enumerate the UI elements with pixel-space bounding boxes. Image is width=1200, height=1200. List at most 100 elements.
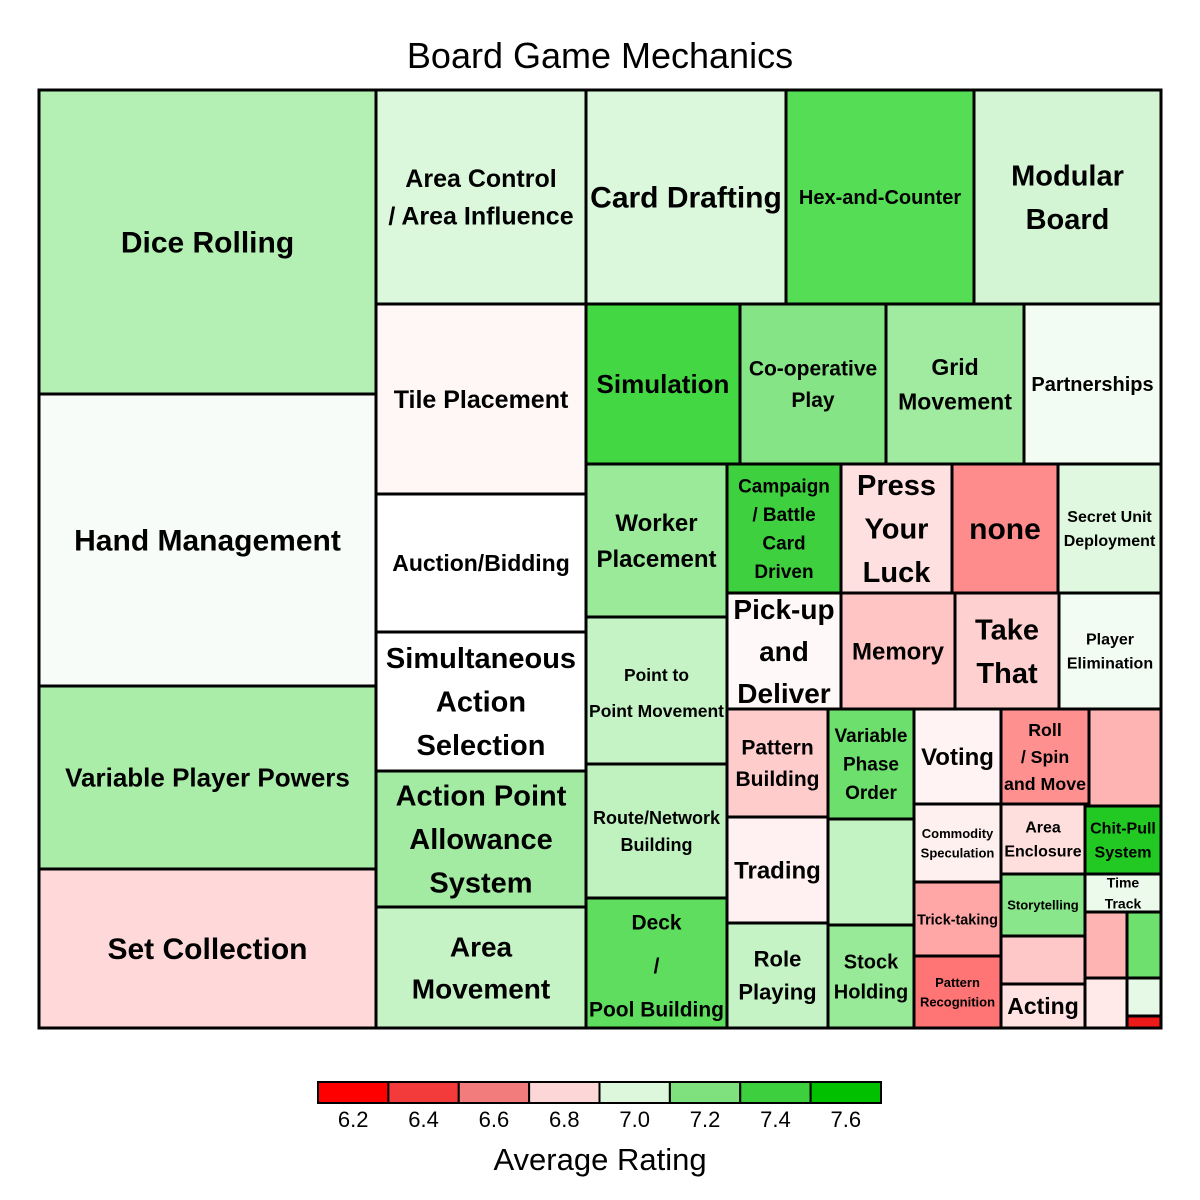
tile-commodity-speculation-36: Commodity Speculation xyxy=(912,802,1003,884)
tile-tile-placement-8: Tile Placement xyxy=(374,302,588,496)
treemap-tile xyxy=(584,615,729,766)
tile-label: Simulation xyxy=(597,369,730,399)
colorbar-tick-label: 6.8 xyxy=(549,1107,580,1132)
treemap-tile xyxy=(1056,462,1163,595)
treemap-tile xyxy=(374,302,588,496)
treemap-tile xyxy=(912,802,1003,884)
treemap-tile xyxy=(1083,976,1129,1030)
tile-trading-34: Trading xyxy=(725,815,830,925)
tile-label: Card Drafting xyxy=(590,182,782,215)
tile-roll-spin-and-move-32: Roll / Spin and Move xyxy=(999,707,1091,806)
tile-label: Acting xyxy=(1007,993,1079,1019)
treemap-tiles: Dice Rolling Hand Management Variable Play… xyxy=(37,88,1163,1030)
tile-label: Area Enclosure xyxy=(1004,820,1081,861)
tile-label: Take That xyxy=(975,614,1039,690)
colorbar-bin xyxy=(598,1081,671,1104)
tile-chit-pull-system-38: Chit-Pull System xyxy=(1083,804,1163,876)
tile-unlabeled-35 xyxy=(826,817,916,927)
colorbar-bin xyxy=(668,1081,742,1104)
tile-label: none xyxy=(969,513,1041,546)
treemap-tile xyxy=(972,88,1163,306)
colorbar-legend: 6.2 6.4 6.6 6.8 7.0 7.2 7.4 7.6 xyxy=(317,1081,882,1132)
tile-area-enclosure-37: Area Enclosure xyxy=(999,802,1087,876)
tile-auction-bidding-9: Auction/Bidding xyxy=(374,492,588,634)
tile-label: Press Your Luck xyxy=(857,470,936,589)
tile-label: Roll / Spin and Move xyxy=(1004,720,1086,794)
tile-unlabeled-45 xyxy=(999,934,1087,986)
tile-label: Player Elimination xyxy=(1067,632,1153,673)
tile-card-drafting-5: Card Drafting xyxy=(584,88,788,306)
treemap-tile xyxy=(374,905,588,1030)
tile-label: Simultaneous Action Selection xyxy=(386,643,576,762)
tile-hand-management-1: Hand Management xyxy=(37,392,378,688)
tile-acting-46: Acting xyxy=(999,982,1087,1030)
tile-co-operative-play-14: Co-operative Play xyxy=(738,302,888,466)
tile-label: Partnerships xyxy=(1031,374,1153,396)
tile-partnerships-16: Partnerships xyxy=(1022,302,1163,466)
tile-label: Trick-taking xyxy=(917,912,998,928)
tile-pattern-building-29: Pattern Building xyxy=(725,707,830,819)
tile-label: Hand Management xyxy=(74,525,341,558)
colorbar-tick-label: 6.4 xyxy=(408,1107,439,1132)
tile-grid-movement-15: Grid Movement xyxy=(884,302,1026,466)
colorbar-tick-label: 7.0 xyxy=(619,1107,650,1132)
colorbar-tick-label: 7.2 xyxy=(690,1107,721,1132)
treemap-tile xyxy=(1087,707,1163,808)
colorbar-bin xyxy=(317,1081,390,1104)
treemap-tile xyxy=(37,684,378,871)
tile-time-track-41: Time Track xyxy=(1083,872,1163,914)
treemap-tile xyxy=(912,880,1003,958)
tile-deck-pool-building-20: Deck / Pool Building xyxy=(584,896,729,1030)
tile-unlabeled-50 xyxy=(1125,976,1163,1018)
treemap-tile xyxy=(1057,591,1163,711)
tile-label: Deck / Pool Building xyxy=(589,912,724,1022)
tile-label: Variable Phase Order xyxy=(835,726,908,804)
treemap-tile xyxy=(1083,910,1129,980)
treemap-tile xyxy=(37,867,378,1030)
treemap-tile xyxy=(999,982,1087,1030)
treemap-tile xyxy=(584,88,788,306)
tile-pattern-recognition-44: Pattern Recognition xyxy=(912,954,1003,1030)
tile-label: Point to Point Movement xyxy=(589,665,724,721)
tile-route-network-building-19: Route/Network Building xyxy=(584,762,729,900)
tile-dice-rolling-0: Dice Rolling xyxy=(37,88,378,396)
colorbar-label: Average Rating xyxy=(493,1142,706,1177)
tile-label: Grid Movement xyxy=(898,354,1012,415)
treemap-tile xyxy=(1125,976,1163,1018)
tile-label: Time Track xyxy=(1105,874,1142,911)
treemap-tile xyxy=(374,88,588,306)
colorbar-bin xyxy=(739,1081,812,1104)
treemap-tile xyxy=(738,302,888,466)
tile-label: Variable Player Powers xyxy=(65,763,350,793)
treemap-tile xyxy=(784,88,976,306)
tile-unlabeled-48 xyxy=(1125,910,1163,980)
tile-label: Set Collection xyxy=(107,933,307,966)
colorbar-tick-label: 7.4 xyxy=(760,1107,791,1132)
tile-simulation-13: Simulation xyxy=(584,302,742,466)
colorbar-tick-label: 6.2 xyxy=(338,1107,369,1132)
tile-variable-player-powers-2: Variable Player Powers xyxy=(37,684,378,871)
tile-secret-unit-deployment-24: Secret Unit Deployment xyxy=(1056,462,1163,595)
tile-label: Action Point Allowance System xyxy=(396,781,567,900)
tile-unlabeled-49 xyxy=(1083,976,1129,1030)
colorbar-bin xyxy=(809,1081,882,1104)
tile-set-collection-3: Set Collection xyxy=(37,867,378,1030)
treemap-tile xyxy=(1125,910,1163,980)
tile-worker-placement-17: Worker Placement xyxy=(584,462,729,619)
tile-label: Campaign / Battle Card Driven xyxy=(738,476,830,583)
treemap-tile xyxy=(584,762,729,900)
treemap-tile xyxy=(584,462,729,619)
tile-label: Dice Rolling xyxy=(121,227,294,260)
treemap-tile xyxy=(1022,302,1163,466)
tile-label: Modular Board xyxy=(1011,160,1124,236)
treemap-tile xyxy=(999,934,1087,986)
tile-campaign-battle-card-driven-21: Campaign / Battle Card Driven xyxy=(725,462,843,595)
tile-press-your-luck-22: Press Your Luck xyxy=(839,462,954,595)
tile-label: Pattern Recognition xyxy=(920,975,995,1010)
colorbar-bin xyxy=(387,1081,460,1104)
treemap-tile xyxy=(912,954,1003,1030)
tile-label: Role Playing xyxy=(738,947,816,1005)
treemap-tile xyxy=(953,591,1061,711)
tile-storytelling-40: Storytelling xyxy=(999,872,1087,938)
